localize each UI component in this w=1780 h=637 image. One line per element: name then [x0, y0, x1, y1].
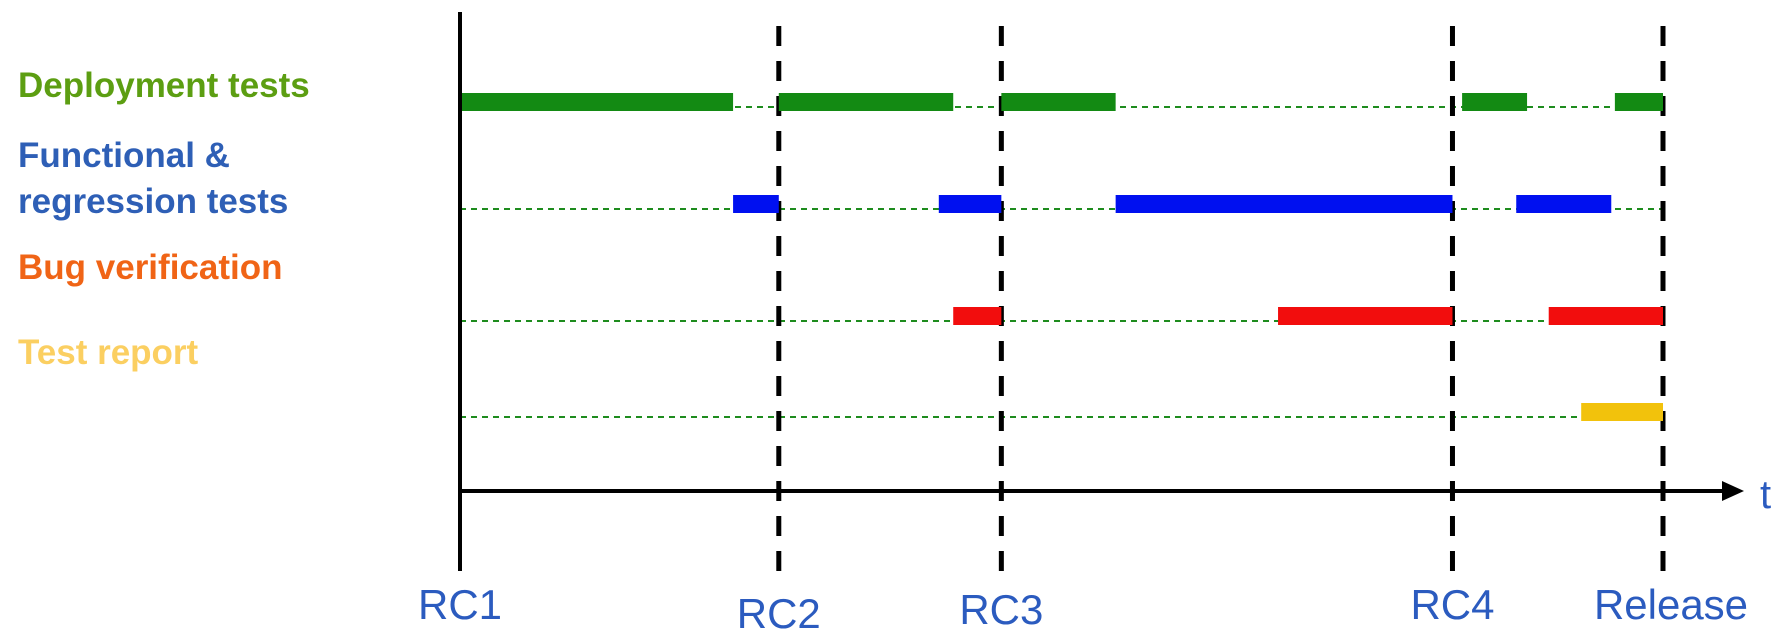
- bar-functional-regression-tests-2: [938, 195, 1002, 213]
- track-label-test-report: Test report: [18, 333, 199, 372]
- track-label-deployment-tests: Deployment tests: [18, 66, 310, 105]
- time-axis-label: t: [1760, 473, 1771, 517]
- bar-deployment-tests-5: [1614, 93, 1663, 111]
- milestone-labels: RC1 RC2 RC3 RC4 Release: [418, 581, 1748, 637]
- bar-test-report-1: [1581, 403, 1663, 421]
- time-axis-arrowhead: [1722, 481, 1744, 501]
- bar-deployment-tests-4: [1462, 93, 1528, 111]
- track-label-bug-verification: Bug verification: [18, 248, 283, 287]
- milestone-label-rc4: RC4: [1410, 581, 1494, 628]
- milestone-label-release: Release: [1594, 581, 1748, 628]
- bar-bug-verification-3: [1548, 307, 1663, 325]
- bar-deployment-tests-1: [460, 93, 734, 111]
- bar-functional-regression-tests-1: [733, 195, 779, 213]
- milestone-label-rc3: RC3: [959, 586, 1043, 633]
- bar-deployment-tests-3: [1001, 93, 1116, 111]
- milestone-label-rc1: RC1: [418, 581, 502, 628]
- bar-functional-regression-tests-3: [1115, 195, 1453, 213]
- activity-bars: [460, 93, 1663, 421]
- time-axis: t: [458, 12, 1771, 571]
- bar-bug-verification-1: [953, 307, 1002, 325]
- track-guides: [460, 106, 1663, 418]
- bar-bug-verification-2: [1278, 307, 1453, 325]
- track-label-functional-regression-tests: Functional & regression tests: [18, 136, 289, 221]
- bar-deployment-tests-2: [778, 93, 954, 111]
- milestone-label-rc2: RC2: [737, 590, 821, 637]
- bar-functional-regression-tests-4: [1516, 195, 1612, 213]
